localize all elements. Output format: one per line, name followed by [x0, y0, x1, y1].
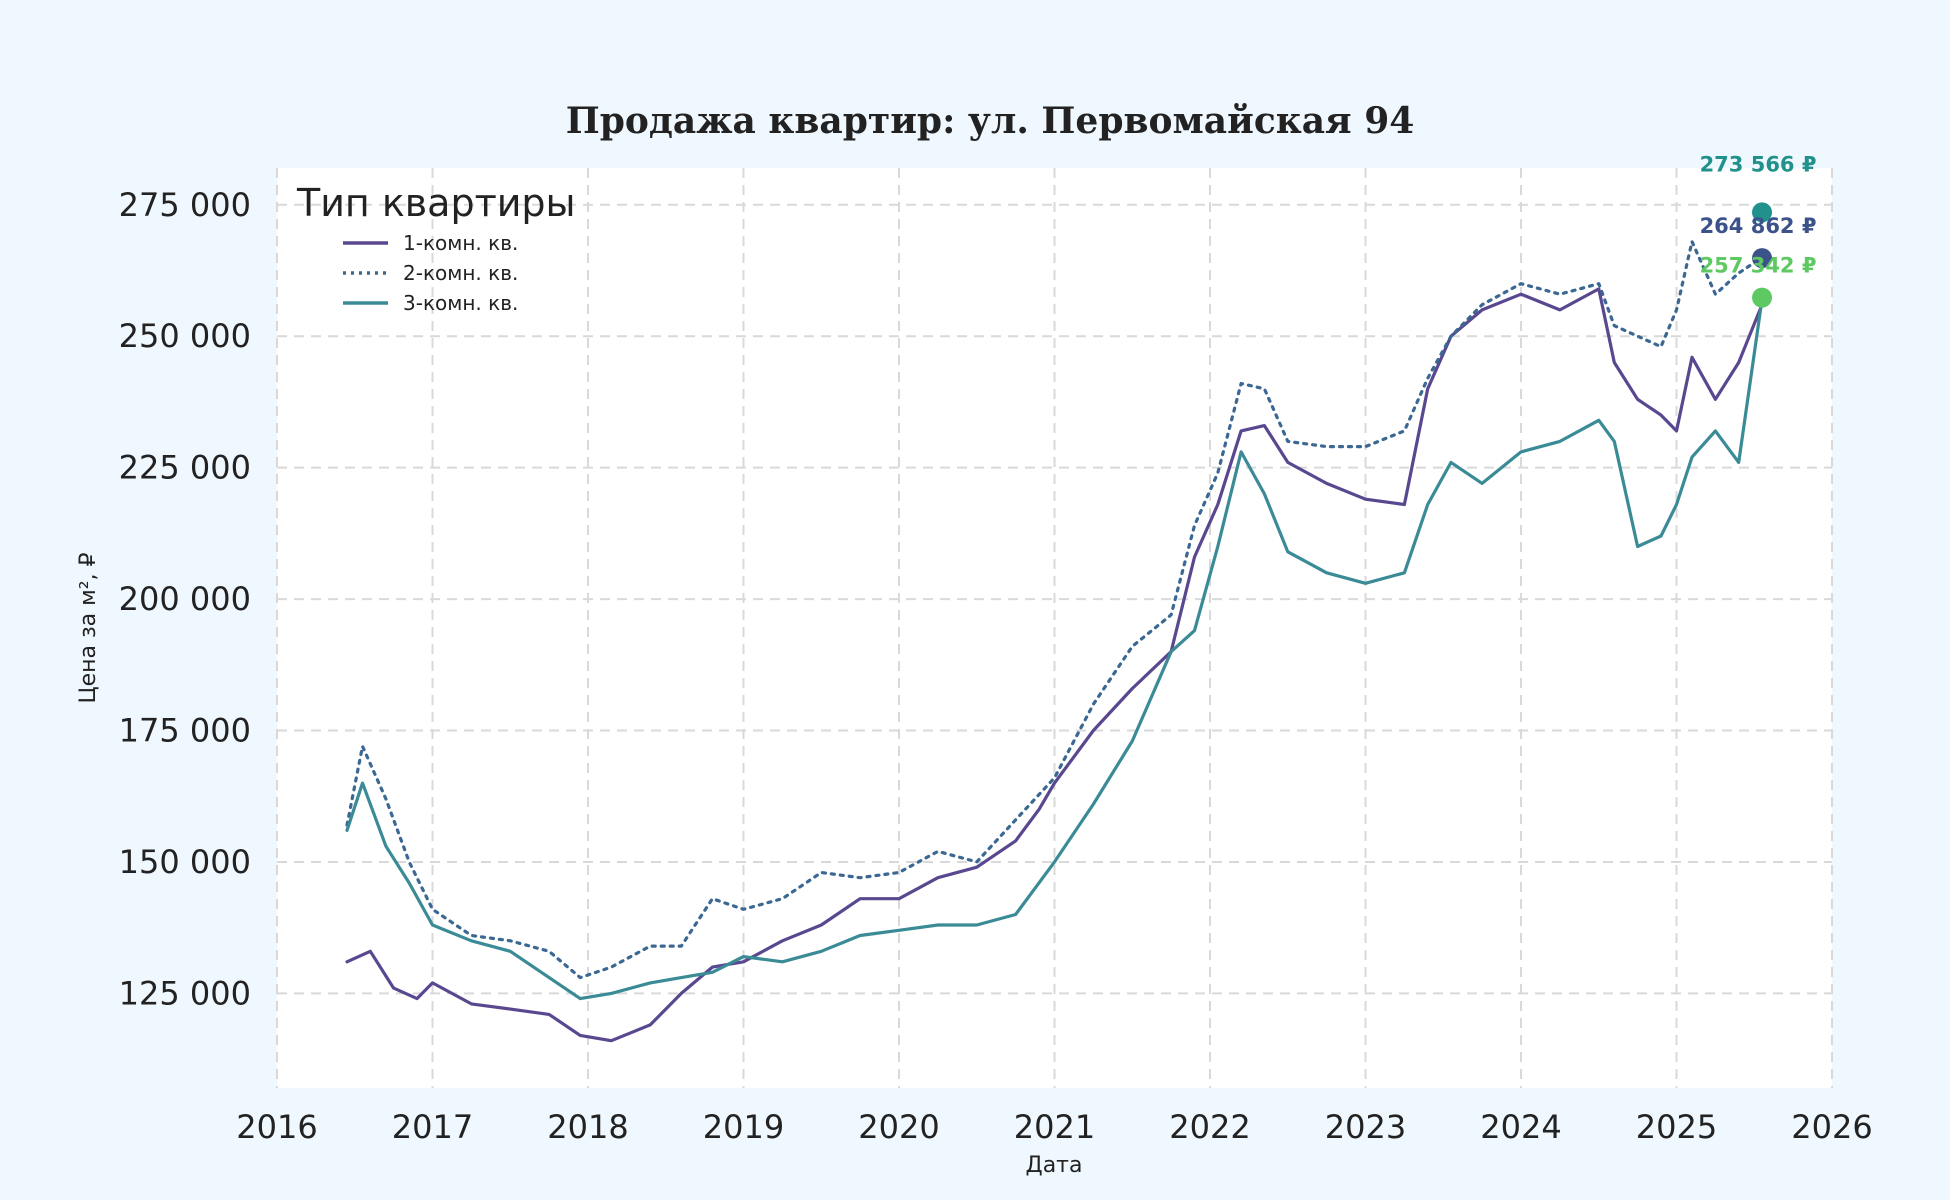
y-tick-label: 175 000: [119, 712, 251, 750]
x-tick-label: 2024: [1480, 1108, 1561, 1146]
annotation-label: 257 342 ₽: [1700, 254, 1817, 278]
series-lines: [345, 240, 1764, 1043]
x-tick-label: 2021: [1014, 1108, 1095, 1146]
legend: Тип квартиры 1-комн. кв. 2-комн. кв. 3-к…: [296, 181, 576, 315]
y-tick-label: 250 000: [119, 317, 251, 355]
legend-label-3: 3-комн. кв.: [403, 291, 518, 315]
series-line-1: [345, 287, 1764, 1043]
x-tick-label: 2023: [1325, 1108, 1406, 1146]
x-tick-label: 2017: [392, 1108, 473, 1146]
y-tick-label: 150 000: [119, 843, 251, 881]
y-tick-label: 125 000: [119, 974, 251, 1012]
x-tick-label: 2026: [1791, 1108, 1872, 1146]
legend-title: Тип квартиры: [296, 181, 576, 225]
annotation-label: 273 566 ₽: [1700, 152, 1817, 176]
legend-label-2: 2-комн. кв.: [403, 261, 518, 285]
y-tick-label: 275 000: [119, 186, 251, 224]
x-axis-label: Дата: [1026, 1153, 1083, 1178]
axis-ticks: 2016 2017 2018 2019 2020 2021 2022 2023 2024 2025…: [119, 186, 1873, 1146]
end-markers: 273 566 ₽ 264 862 ₽ 257 342 ₽: [1700, 152, 1817, 308]
series-line-3: [345, 297, 1764, 1001]
y-axis-label: Цена за м², ₽: [76, 552, 101, 703]
x-tick-label: 2022: [1169, 1108, 1250, 1146]
x-tick-label: 2025: [1636, 1108, 1717, 1146]
x-tick-label: 2020: [858, 1108, 939, 1146]
end-marker: [1752, 202, 1773, 223]
x-tick-label: 2018: [547, 1108, 628, 1146]
legend-label-1: 1-комн. кв.: [403, 231, 518, 255]
grid: [276, 168, 1833, 1088]
annotation-label: 264 862 ₽: [1700, 214, 1817, 238]
chart-title: Продажа квартир: ул. Первомайская 94: [566, 100, 1415, 142]
x-tick-label: 2016: [236, 1108, 317, 1146]
y-tick-label: 200 000: [119, 580, 251, 618]
end-marker: [1752, 248, 1773, 269]
x-tick-label: 2019: [703, 1108, 784, 1146]
end-marker: [1752, 287, 1773, 308]
y-tick-label: 225 000: [119, 449, 251, 487]
